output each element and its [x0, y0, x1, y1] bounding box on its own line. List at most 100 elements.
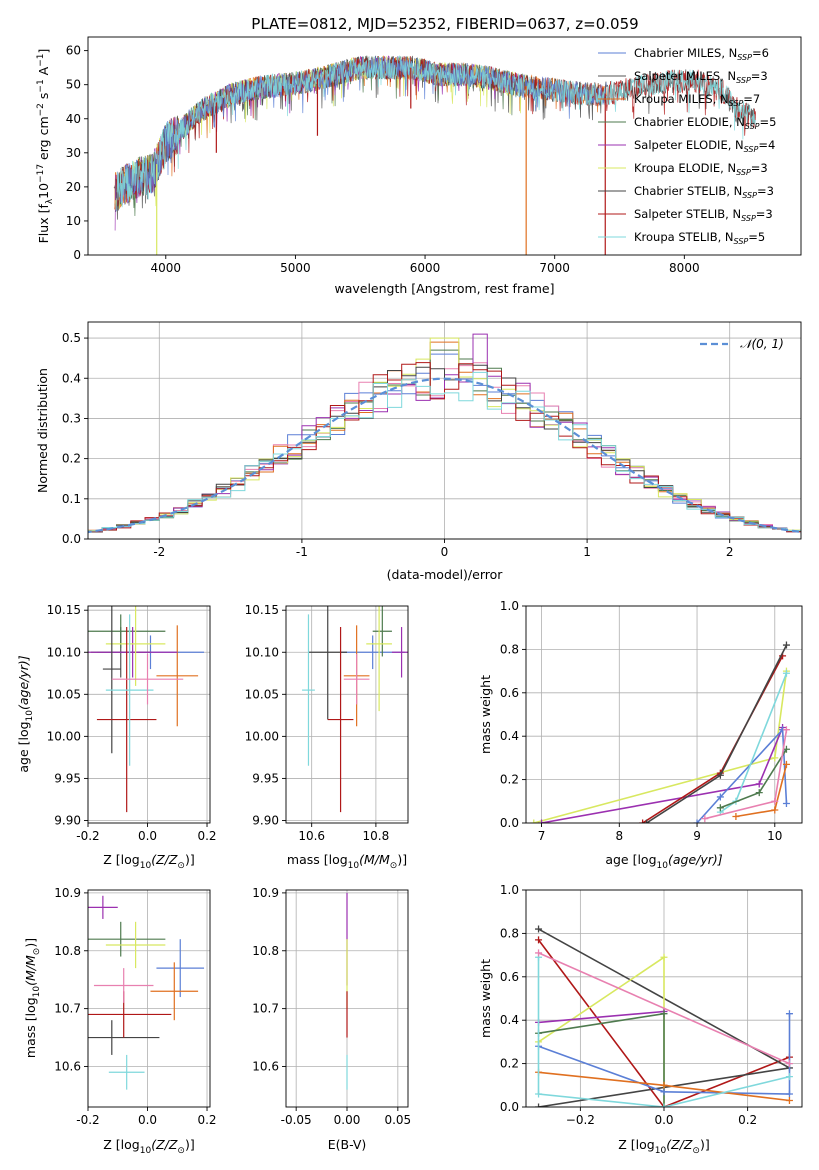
legend-subscript: SSP [745, 122, 760, 131]
age-mass-xlabel: mass [log10(M/M⊙)] [287, 852, 407, 871]
mass-z-ylabel-part: ⊙ [32, 948, 42, 956]
weight-marker [535, 949, 543, 957]
legend-count: =7 [743, 92, 760, 106]
spectrum-axes: 4000 5000 6000 7000 8000 0 10 20 30 40 50 60 Flux [f… [36, 36, 802, 296]
legend-subscript: SSP [737, 53, 752, 62]
mass_weight_vs_z-ylabel: mass weight [478, 959, 493, 1038]
legend-subscript: SSP [734, 237, 749, 246]
weight-marker [701, 815, 709, 823]
legend-count: =5 [760, 115, 777, 129]
y-tick-label: 0.0 [500, 1100, 519, 1114]
age-mass-xlabel-part: (M/M [359, 852, 390, 867]
spectrum-ylabel-part: Flux [f [36, 204, 51, 244]
weight-z-xlabel-part: ⊙ [692, 1146, 700, 1156]
age_vs_z-frame [87, 605, 211, 824]
weight-age-xlabel: age [log10(age/yr)] [605, 852, 722, 871]
x-tick-label: 5000 [280, 261, 311, 275]
age_vs_mass-plot-area [302, 606, 408, 813]
legend-count: =4 [758, 138, 775, 152]
spectrum-ylabel-part: −2 [36, 103, 46, 116]
y-tick-label: 10.10 [245, 645, 279, 659]
spectrum-line-kroupa-stelib [116, 55, 756, 208]
age-mass-xlabel-part: )] [397, 852, 407, 867]
weight-marker [771, 754, 779, 762]
age-z-xlabel-part: Z [log [103, 852, 139, 867]
weight-marker [782, 799, 790, 807]
x-tick-label: −0.2 [566, 1113, 595, 1127]
spectrum-ylabel-part: ] [36, 49, 51, 54]
legend-label-kroupa-elodie: Kroupa ELODIE, NSSP=3 [634, 161, 768, 177]
y-tick-label: 0.0 [500, 816, 519, 830]
spectrum-ylabel-part: −1 [36, 54, 46, 67]
weight-marker [785, 1073, 793, 1081]
x-tick-label: 7 [538, 829, 546, 843]
legend-text: Kroupa MILES, N [634, 92, 729, 106]
spectrum-ylabel-part: s [36, 93, 51, 104]
spectrum-ylabel: Flux [fλ10−17 erg cm−2 s−1 A−1] [36, 49, 55, 244]
weight-line-chabrier-elodie [538, 1012, 665, 1107]
y-tick-label: 10.00 [47, 729, 81, 743]
x-tick-label: 0.2 [197, 1113, 216, 1127]
y-tick-label: 0.5 [62, 331, 81, 345]
weight-marker [535, 925, 543, 933]
weight-marker [771, 806, 779, 814]
mass_weight_vs_z-axes: −0.2 0.0 0.2 0.0 0.2 0.4 0.6 0.8 1.0 mass weight Z… [478, 883, 803, 1156]
age-z-ylabel: age [log10(age/yr)] [16, 655, 35, 772]
mass-z-xlabel-part: (Z/Z [151, 1137, 178, 1152]
weight-line-chabrier-stelib [646, 644, 788, 823]
age-z-ylabel-part: (age/yr)] [16, 655, 31, 710]
legend-label-chabrier-stelib: Chabrier STELIB, NSSP=3 [634, 184, 774, 200]
legend-count: =3 [751, 69, 768, 83]
y-tick-label: 10.05 [47, 687, 81, 701]
weight-marker [716, 804, 724, 812]
legend-label-kroupa-miles: Kroupa MILES, NSSP=7 [634, 92, 760, 108]
spectrum-ylabel-part: −17 [36, 164, 46, 183]
weight-z-xlabel-part: (Z/Z [666, 1137, 693, 1152]
spectrum-ylabel-part: erg cm [36, 116, 51, 164]
x-tick-label: 0 [441, 545, 449, 559]
legend-text: Kroupa STELIB, N [634, 230, 734, 244]
y-tick-label: 9.90 [54, 813, 81, 827]
y-tick-label: 10.9 [252, 886, 279, 900]
y-tick-label: 10.8 [54, 944, 81, 958]
y-tick-label: 10.7 [252, 1002, 279, 1016]
weight-age-xlabel-part: (age/yr)] [668, 852, 723, 867]
x-tick-label: 0.2 [197, 829, 216, 843]
mass_vs_z-axes: -0.2 0.0 0.210.610.710.810.9Z [log10(Z/Z⊙)… [23, 886, 217, 1156]
spectrum-xlabel: wavelength [Angstrom, rest frame] [334, 281, 554, 296]
mass-ebv-xlabel: E(B-V) [328, 1137, 367, 1152]
age-z-xlabel-part: (Z/Z [151, 852, 178, 867]
age-mass-xlabel-part: ⊙ [390, 861, 398, 871]
y-tick-label: 0.8 [500, 642, 519, 656]
age-z-ylabel-part: age [log [16, 721, 31, 772]
age-mass-xlabel-part: mass [log [287, 852, 348, 867]
y-tick-label: 10 [66, 214, 81, 228]
legend-text: Chabrier ELODIE, N [634, 115, 745, 129]
weight-marker [755, 780, 763, 788]
y-tick-label: 10.15 [245, 603, 279, 617]
legend-label-chabrier-elodie: Chabrier ELODIE, NSSP=5 [634, 115, 776, 131]
x-tick-label: 0.05 [384, 1113, 411, 1127]
age-mass-xlabel-part: 10 [348, 861, 360, 871]
x-tick-label: 8 [615, 829, 623, 843]
spectrum-frame [87, 36, 802, 256]
weight-marker [782, 669, 790, 677]
spectrum-ylabel-part: −1 [36, 79, 46, 92]
y-tick-label: 10.6 [54, 1059, 81, 1073]
age_vs_z-plot-area [88, 606, 205, 813]
y-tick-label: 10.8 [252, 944, 279, 958]
weight-marker [785, 1096, 793, 1104]
legend-subscript: SSP [741, 214, 756, 223]
x-tick-label: 9 [693, 829, 701, 843]
legend-label-salpeter-elodie: Salpeter ELODIE, NSSP=4 [634, 138, 775, 154]
x-tick-label: 7000 [539, 261, 570, 275]
x-tick-label: 10.6 [298, 829, 325, 843]
weight-marker [785, 1090, 793, 1098]
age-z-xlabel-part: )] [185, 852, 195, 867]
y-tick-label: 10.10 [47, 645, 81, 659]
weight-marker [716, 771, 724, 779]
legend-label-salpeter-stelib: Salpeter STELIB, NSSP=3 [634, 207, 773, 223]
y-tick-label: 10.00 [245, 729, 279, 743]
